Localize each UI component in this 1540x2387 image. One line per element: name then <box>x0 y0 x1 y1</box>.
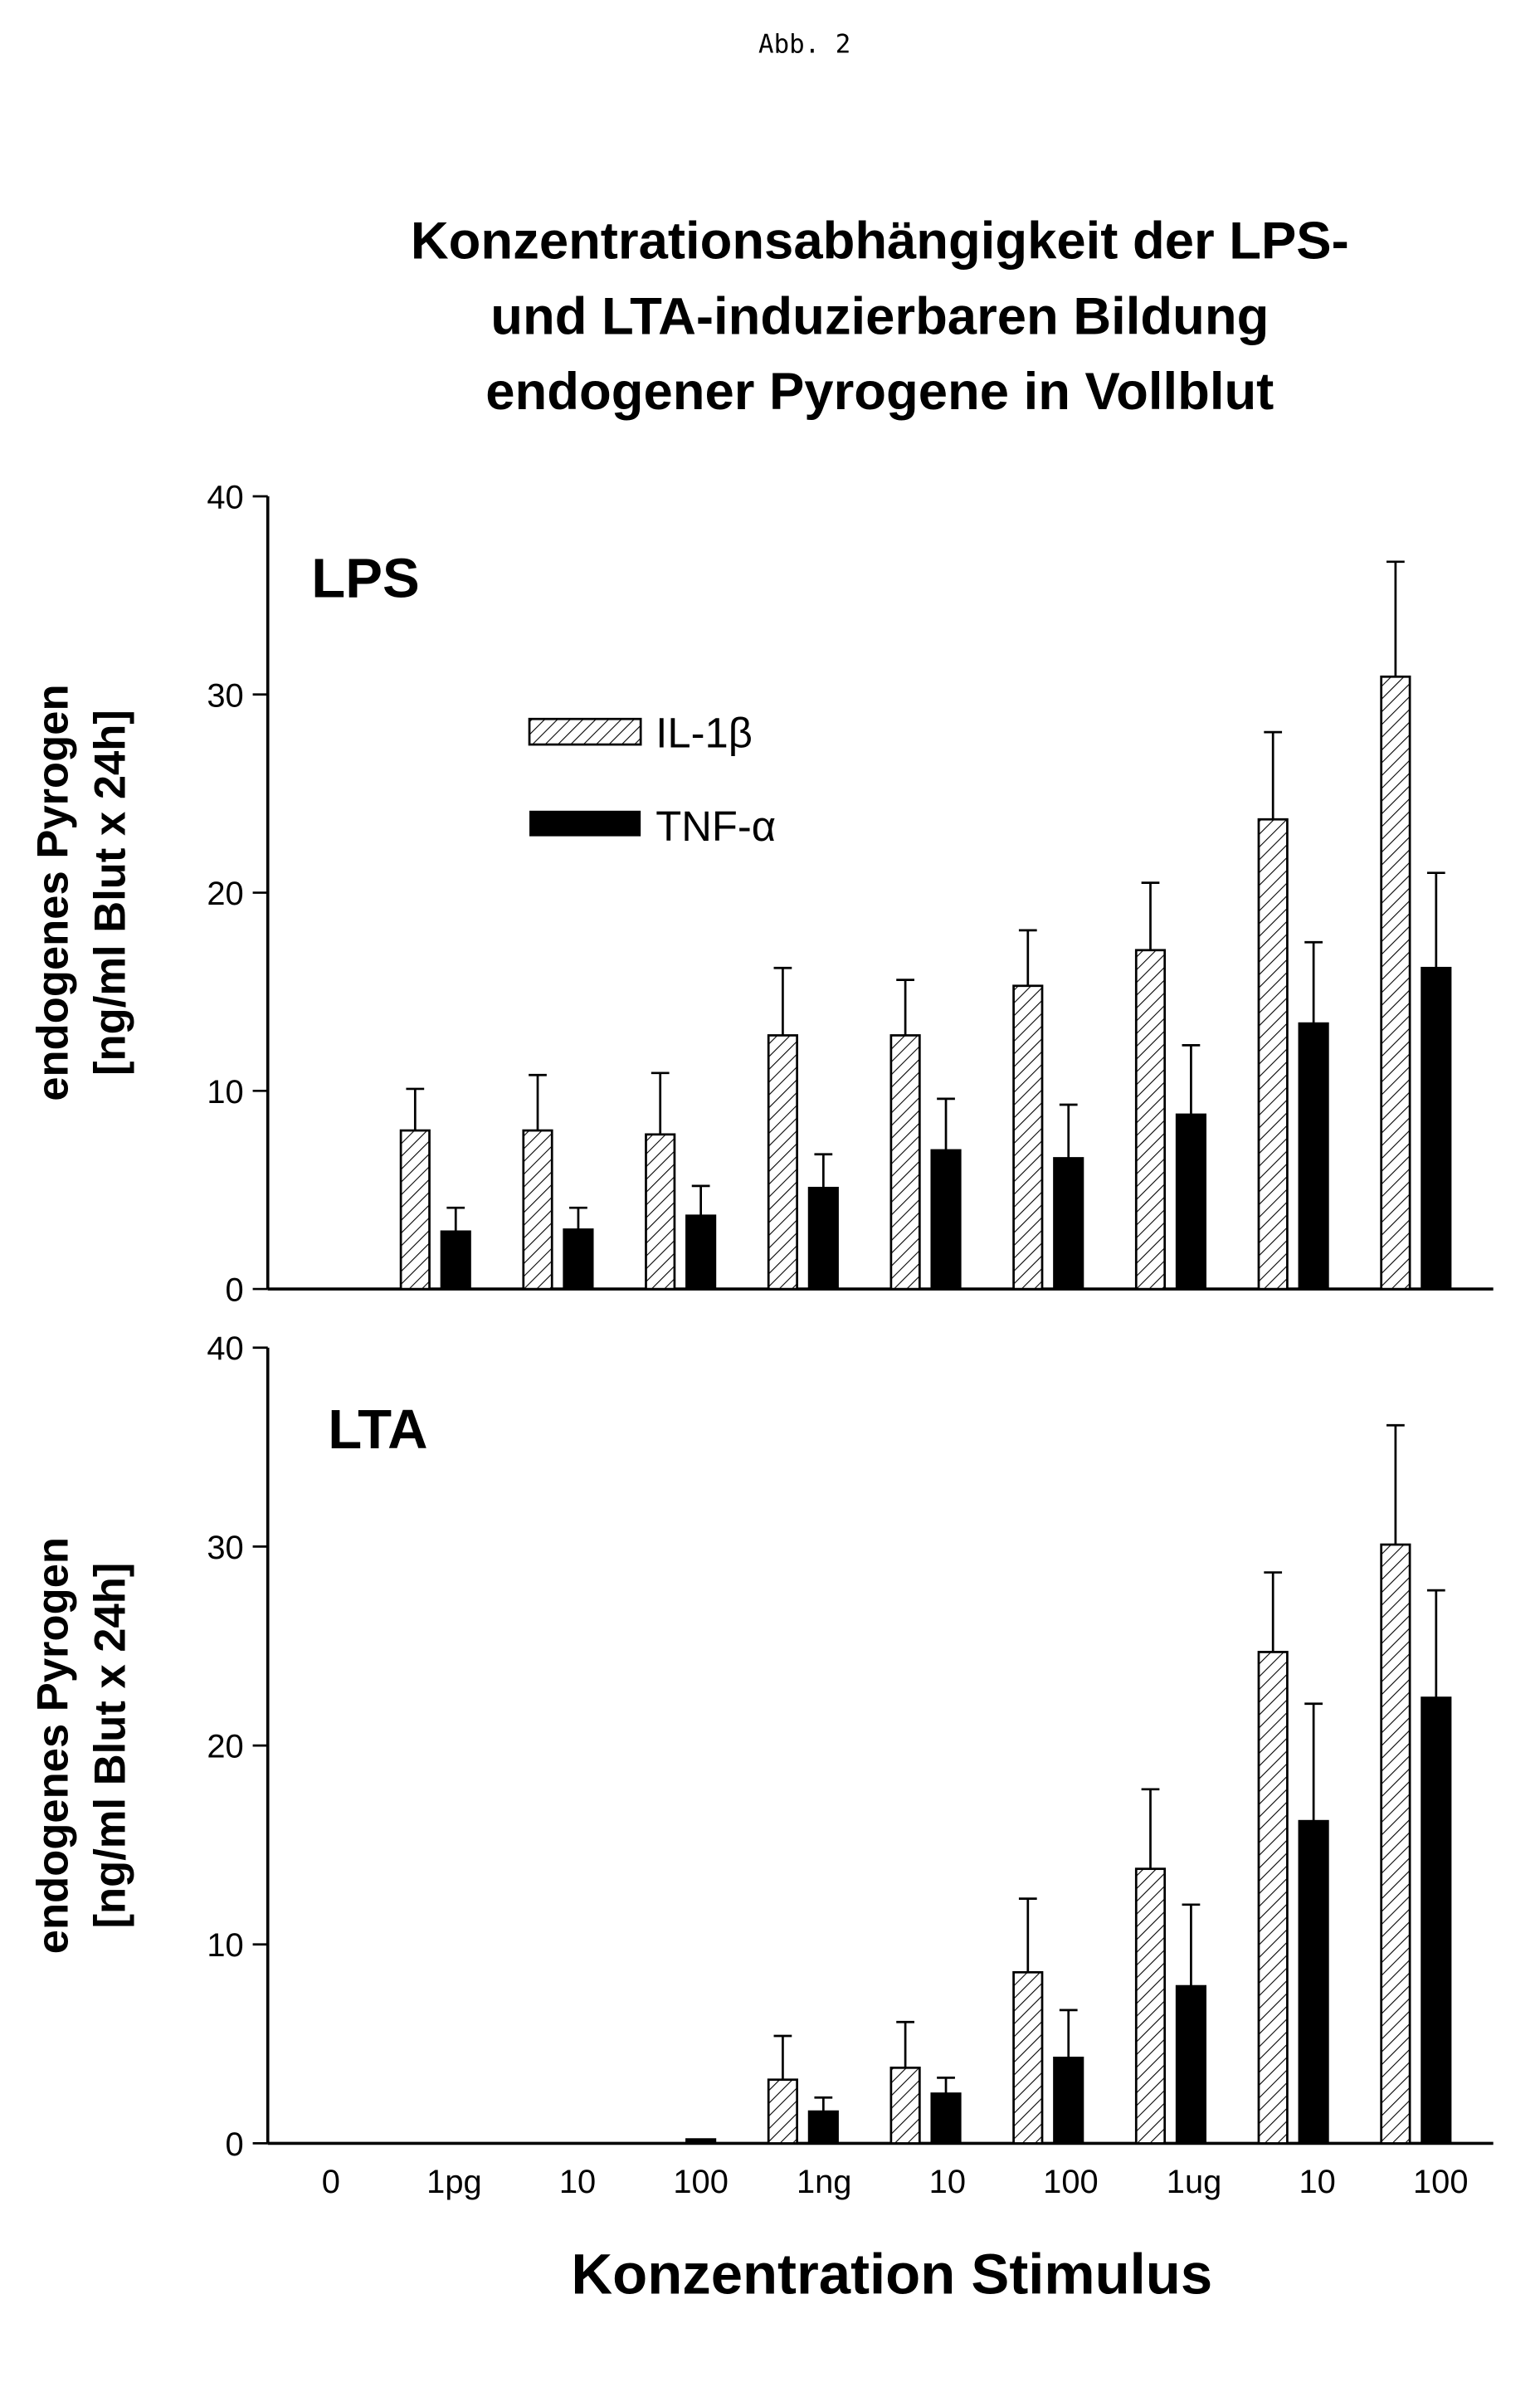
tnf-bar <box>1055 2058 1083 2143</box>
tnf-bar <box>564 1229 592 1289</box>
y-tick-label: 0 <box>226 2126 244 2163</box>
y-axis-title-line-2: [ng/ml Blut x 24h] <box>86 710 135 1076</box>
tnf-bar <box>1299 1023 1328 1289</box>
tnf-bar <box>809 1188 837 1289</box>
y-tick-label: 40 <box>207 1330 243 1367</box>
legend-swatch-tnf <box>529 811 641 837</box>
y-axis-title-line-2: [ng/ml Blut x 24h] <box>86 1563 135 1929</box>
x-tick-label: 0 <box>322 2164 340 2200</box>
x-tick-label: 100 <box>1043 2164 1099 2200</box>
il1b-bar <box>1382 676 1410 1289</box>
tnf-bar <box>1422 1698 1450 2144</box>
y-axis-title-line-1: endogenes Pyrogen <box>29 684 78 1101</box>
tnf-bar <box>1055 1158 1083 1289</box>
tnf-bar <box>932 1150 960 1289</box>
lta-panel: 0 10 20 30 40 endogenes Pyrogen[ng/ml Blut x … <box>29 1330 1494 2200</box>
x-tick-label: 1ng <box>797 2164 852 2200</box>
y-tick-label: 10 <box>207 1074 243 1111</box>
tnf-bar <box>1177 1115 1205 1289</box>
il1b-bar <box>1014 986 1042 1289</box>
il1b-bar <box>524 1130 552 1289</box>
tnf-bar <box>686 1216 714 1289</box>
il1b-bar <box>1259 1652 1287 2143</box>
il1b-bar <box>646 1135 674 1289</box>
il1b-bar <box>891 2067 919 2143</box>
legend-label-il1b: IL-1β <box>655 710 753 757</box>
panel-label: LPS <box>311 547 419 609</box>
il1b-bar <box>1382 1545 1410 2143</box>
lps-panel: 0 10 20 30 40 endogenes Pyrogen[ng/ml Blut x … <box>29 480 1494 1309</box>
y-tick-label: 30 <box>207 1530 243 1566</box>
tnf-bar <box>686 2140 714 2144</box>
y-tick-label: 30 <box>207 677 243 714</box>
x-tick-label: 10 <box>559 2164 596 2200</box>
panel-label: LTA <box>328 1399 427 1461</box>
x-tick-label: 10 <box>1299 2164 1335 2200</box>
legend-label-tnf: TNF-α <box>655 803 776 850</box>
x-tick-label: 100 <box>673 2164 729 2200</box>
y-tick-label: 0 <box>226 1272 244 1309</box>
tnf-bar <box>809 2111 837 2143</box>
y-tick-label: 10 <box>207 1927 243 1964</box>
y-tick-label: 20 <box>207 1729 243 1765</box>
legend-swatch-il1b <box>529 719 641 744</box>
il1b-bar <box>768 2080 797 2144</box>
il1b-bar <box>1136 950 1164 1289</box>
y-tick-label: 40 <box>207 480 243 516</box>
il1b-bar <box>1014 1972 1042 2143</box>
tnf-bar <box>1177 1986 1205 2143</box>
tnf-bar <box>932 2094 960 2144</box>
figure: Abb. 2 Konzentrationsabhängigkeit der LP… <box>0 0 1540 2387</box>
il1b-bar <box>1259 819 1287 1289</box>
title-line-1: Konzentrationsabhängigkeit der LPS- <box>411 212 1349 271</box>
x-axis-title: Konzentration Stimulus <box>571 2243 1212 2306</box>
y-axis-title-line-1: endogenes Pyrogen <box>29 1537 78 1954</box>
x-tick-label: 1ug <box>1167 2164 1222 2200</box>
il1b-bar <box>1136 1869 1164 2144</box>
y-tick-label: 20 <box>207 876 243 912</box>
x-tick-label: 100 <box>1413 2164 1469 2200</box>
tnf-bar <box>441 1232 470 1289</box>
x-tick-label: 10 <box>929 2164 966 2200</box>
title-line-2: und LTA-induzierbaren Bildung <box>490 287 1269 345</box>
figure-number: Abb. 2 <box>758 29 850 59</box>
il1b-bar <box>401 1130 429 1289</box>
title-line-3: endogener Pyrogene in Vollblut <box>485 363 1274 421</box>
tnf-bar <box>1299 1821 1328 2143</box>
il1b-bar <box>891 1035 919 1289</box>
tnf-bar <box>1422 968 1450 1289</box>
x-tick-label: 1pg <box>426 2164 482 2200</box>
il1b-bar <box>768 1035 797 1289</box>
